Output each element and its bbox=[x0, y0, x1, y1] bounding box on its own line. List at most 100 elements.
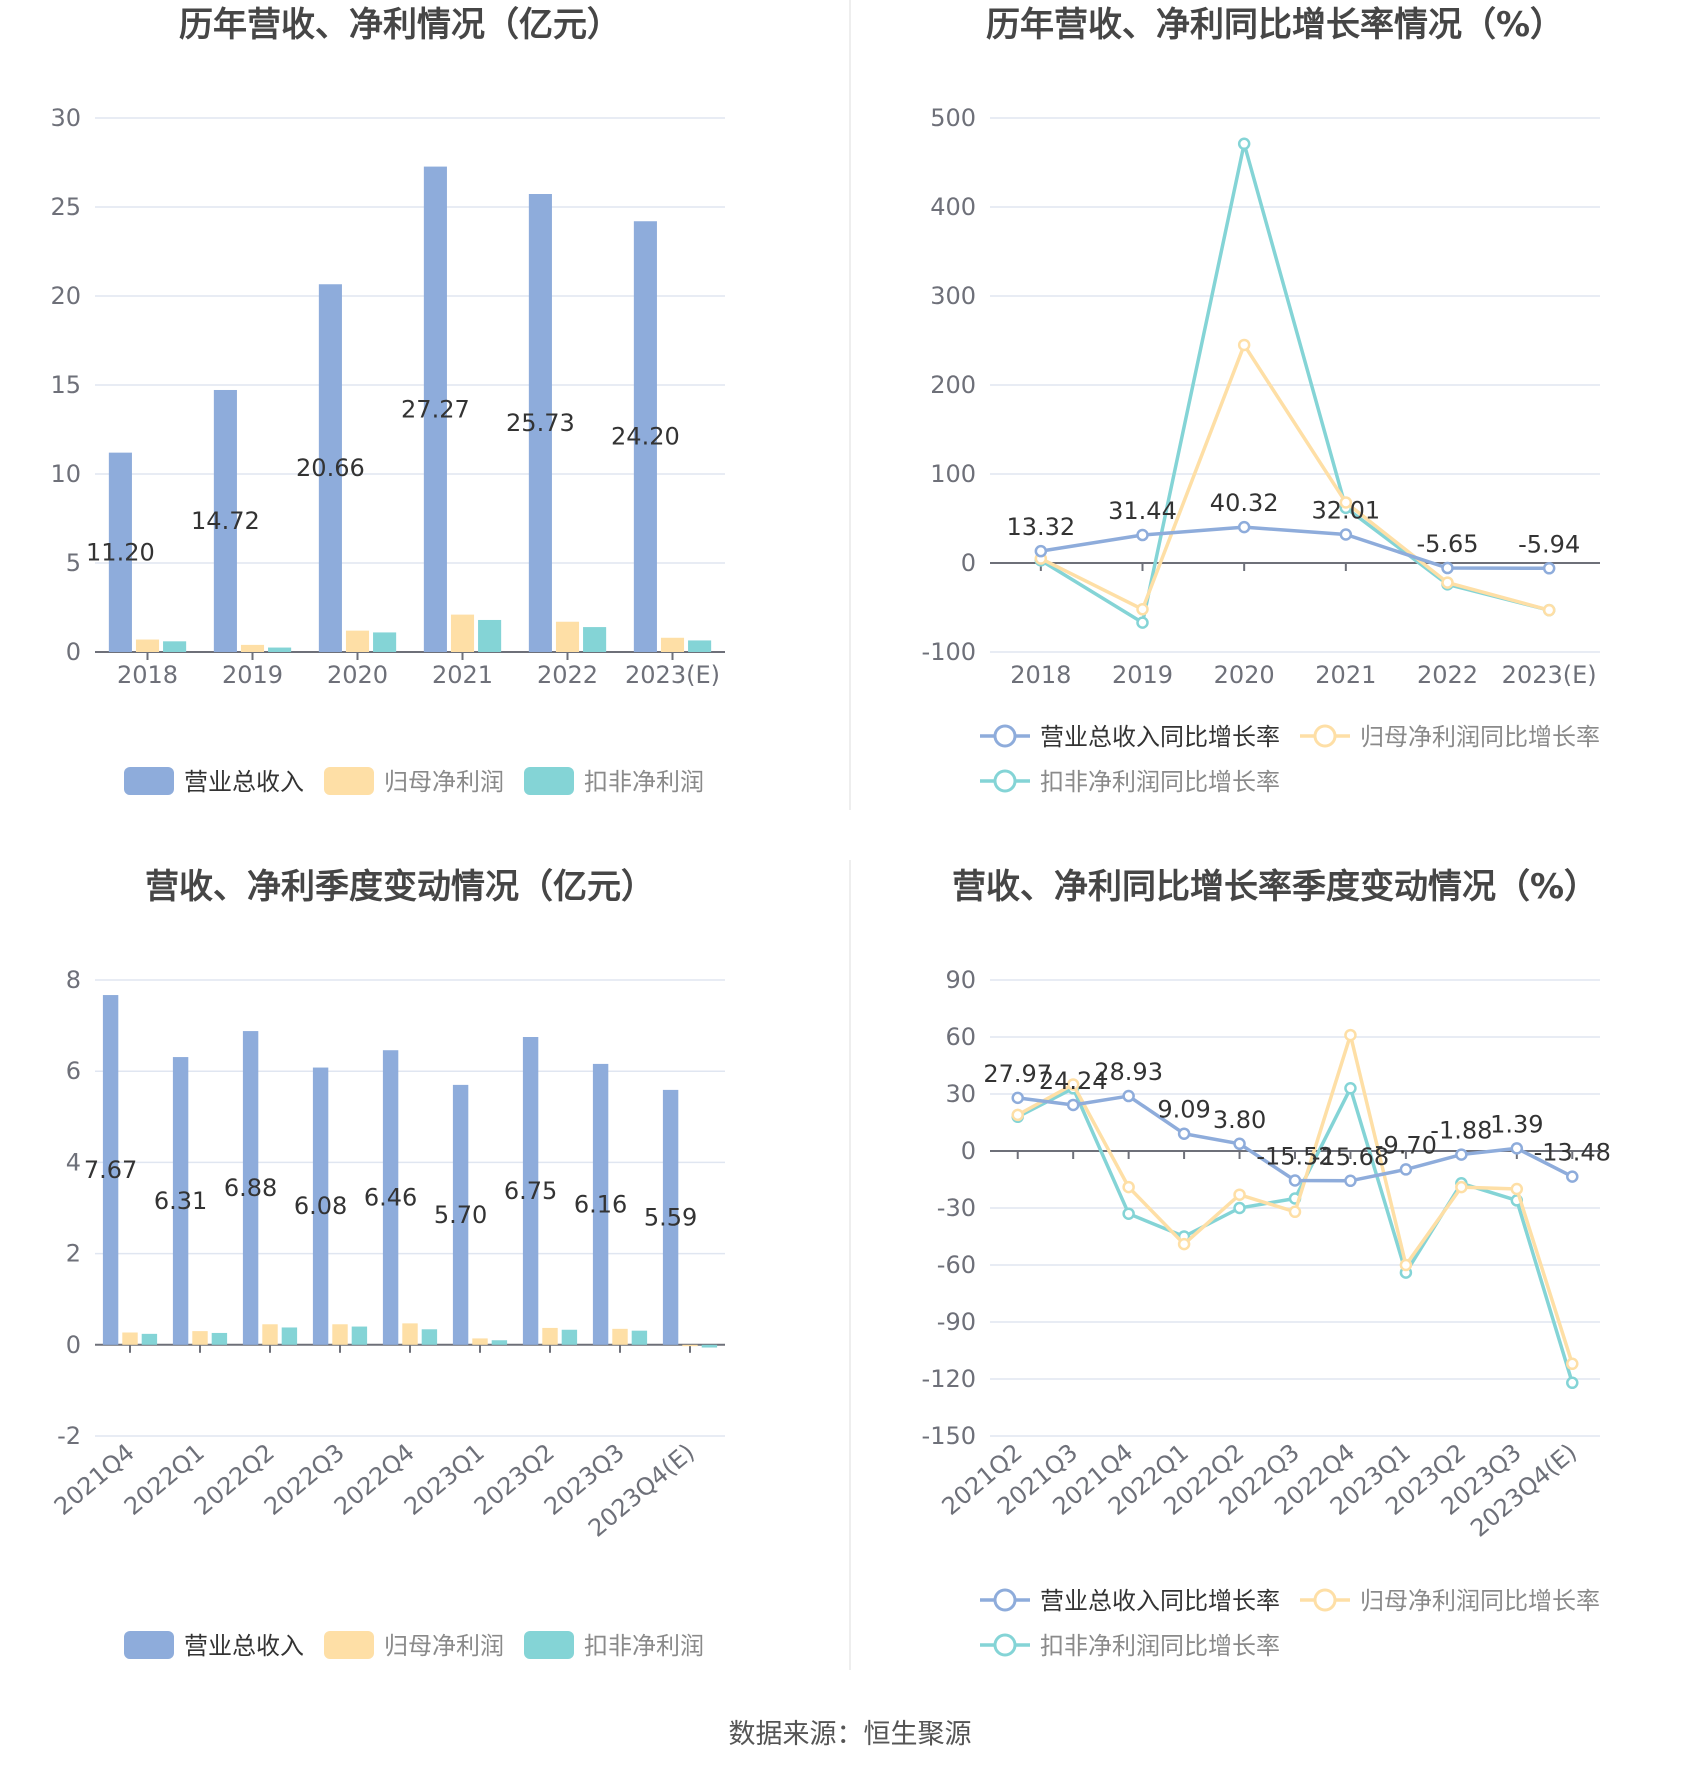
x-tick-label: 2020 bbox=[1214, 661, 1275, 689]
legend-marker bbox=[1313, 724, 1337, 748]
line-revenue-growth bbox=[1040, 525, 1550, 571]
bar-value-label: 6.88 bbox=[224, 1174, 277, 1202]
data-point bbox=[1510, 1142, 1524, 1155]
bar-deducted-profit bbox=[281, 1327, 298, 1345]
data-point bbox=[1288, 1205, 1302, 1219]
line-value-label: -5.65 bbox=[1416, 530, 1478, 558]
data-point bbox=[1177, 1127, 1191, 1140]
data-point bbox=[1344, 1082, 1357, 1095]
y-tick-label: 5 bbox=[66, 549, 81, 577]
y-tick-label: -2 bbox=[57, 1422, 81, 1450]
y-tick-label: 500 bbox=[930, 104, 976, 132]
y-tick-label: -60 bbox=[937, 1251, 976, 1279]
data-point bbox=[1542, 562, 1556, 575]
data-point bbox=[1566, 1376, 1579, 1390]
line-value-label: 9.09 bbox=[1157, 1096, 1210, 1124]
line-value-label: 13.32 bbox=[1006, 513, 1075, 541]
bar-revenue bbox=[522, 1037, 539, 1345]
line-value-label: -15.52 bbox=[1256, 1142, 1333, 1170]
bar-value-label: 6.16 bbox=[574, 1190, 627, 1218]
line-value-label: 3.80 bbox=[1213, 1106, 1266, 1134]
y-tick-label: 0 bbox=[961, 1137, 976, 1165]
bar-revenue bbox=[102, 995, 119, 1345]
data-point bbox=[1566, 1357, 1579, 1371]
bar-revenue bbox=[318, 284, 342, 652]
bar-deducted-profit bbox=[631, 1330, 648, 1345]
bar-value-label: 5.70 bbox=[434, 1201, 487, 1229]
chart-title: 营收、净利同比增长率季度变动情况（%） bbox=[952, 867, 1598, 907]
data-point bbox=[1237, 338, 1251, 352]
legend-label: 营业总收入同比增长率 bbox=[1040, 1587, 1280, 1615]
bar-revenue bbox=[312, 1067, 329, 1345]
bar-net-profit bbox=[402, 1323, 418, 1345]
data-point bbox=[1441, 561, 1454, 575]
line-value-label: -1.88 bbox=[1430, 1117, 1492, 1145]
legend-label: 扣非净利润 bbox=[584, 1632, 704, 1660]
y-tick-label: 60 bbox=[945, 1023, 976, 1051]
x-tick-label: 2021 bbox=[1315, 661, 1376, 689]
y-tick-label: 30 bbox=[50, 104, 81, 132]
legend-label: 营业总收入同比增长率 bbox=[1040, 723, 1280, 751]
chart-title: 历年营收、净利情况（亿元） bbox=[179, 5, 621, 45]
legend-marker bbox=[1313, 1588, 1337, 1612]
bar-value-label: 11.20 bbox=[86, 538, 155, 566]
bar-deducted-profit bbox=[688, 640, 712, 652]
bar-deducted-profit bbox=[351, 1326, 368, 1345]
bar-net-profit bbox=[472, 1338, 488, 1345]
line-value-label: 28.93 bbox=[1094, 1058, 1163, 1086]
y-tick-label: 0 bbox=[961, 549, 976, 577]
data-point bbox=[1455, 1148, 1468, 1161]
y-tick-label: 2 bbox=[66, 1240, 81, 1268]
data-point bbox=[1066, 1098, 1080, 1112]
bar-value-label: 6.75 bbox=[504, 1177, 557, 1205]
legend-marker bbox=[993, 1633, 1017, 1657]
x-tick-label: 2023(E) bbox=[1502, 661, 1597, 689]
data-point bbox=[1233, 1137, 1246, 1151]
y-tick-label: 20 bbox=[50, 282, 81, 310]
line-value-label: 24.24 bbox=[1039, 1067, 1108, 1095]
y-tick-label: 100 bbox=[930, 460, 976, 488]
data-point bbox=[1233, 1188, 1246, 1201]
data-point bbox=[1177, 1237, 1191, 1251]
line-value-label: 27.97 bbox=[983, 1060, 1052, 1088]
legend-swatch bbox=[124, 767, 174, 795]
chart-title: 营收、净利季度变动情况（亿元） bbox=[145, 867, 655, 907]
data-point bbox=[1237, 137, 1251, 151]
y-tick-label: 0 bbox=[66, 1331, 81, 1359]
y-tick-label: 300 bbox=[930, 282, 976, 310]
data-point bbox=[1344, 1174, 1357, 1188]
bar-deducted-profit bbox=[421, 1329, 438, 1345]
line-value-label: 32.01 bbox=[1311, 497, 1380, 525]
bar-revenue bbox=[172, 1057, 189, 1345]
bar-deducted-profit bbox=[491, 1340, 508, 1345]
bar-net-profit bbox=[345, 630, 370, 652]
bar-value-label: 6.31 bbox=[154, 1187, 207, 1215]
y-tick-label: -100 bbox=[922, 638, 976, 666]
data-point bbox=[1122, 1089, 1135, 1103]
line-value-label: -15.68 bbox=[1312, 1143, 1389, 1171]
line-value-label: -13.48 bbox=[1534, 1139, 1611, 1167]
data-source-note: 数据来源：恒生聚源 bbox=[729, 1719, 972, 1750]
data-point bbox=[1122, 1207, 1135, 1220]
x-tick-label: 2022 bbox=[537, 661, 598, 689]
y-tick-label: -150 bbox=[922, 1422, 976, 1450]
bar-value-label: 27.27 bbox=[401, 395, 470, 423]
bar-net-profit bbox=[262, 1324, 278, 1345]
data-point bbox=[1136, 528, 1149, 542]
bar-deducted-profit bbox=[478, 619, 502, 652]
bar-revenue bbox=[213, 389, 237, 652]
bar-value-label: 6.46 bbox=[364, 1184, 417, 1212]
y-tick-label: 90 bbox=[945, 966, 976, 994]
data-point bbox=[1288, 1174, 1302, 1187]
quarterly-revenue-profit-chart: 营收、净利季度变动情况（亿元）-2024682021Q42022Q12022Q2… bbox=[49, 867, 725, 1660]
bar-net-profit bbox=[135, 639, 160, 652]
x-tick-label: 2022 bbox=[1417, 661, 1478, 689]
legend-label: 扣非净利润同比增长率 bbox=[1040, 1632, 1280, 1660]
y-tick-label: -90 bbox=[937, 1308, 976, 1336]
legend-marker bbox=[993, 724, 1017, 748]
line-value-label: -9.70 bbox=[1375, 1131, 1437, 1159]
legend-label: 归母净利润 bbox=[384, 768, 504, 796]
bar-revenue bbox=[242, 1031, 259, 1345]
bar-net-profit bbox=[192, 1331, 208, 1345]
